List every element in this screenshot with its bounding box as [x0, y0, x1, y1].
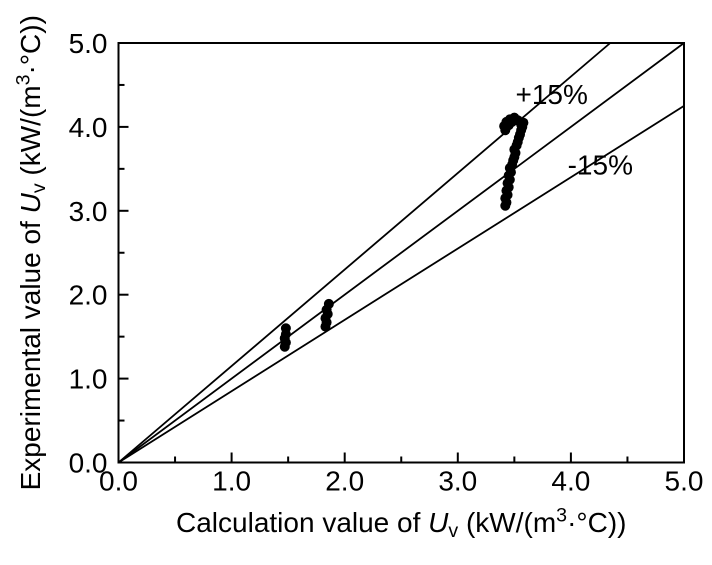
x-axis-title: Calculation value of Uv (kW/(m3·°C)) — [176, 504, 626, 542]
y-axis-tick-label: 3.0 — [69, 196, 108, 227]
y-axis-tick-label: 2.0 — [69, 280, 108, 311]
x-axis-tick-label: 2.0 — [325, 466, 364, 497]
x-axis-tick-label: 5.0 — [665, 466, 704, 497]
annotation-plus-15: +15% — [515, 79, 587, 110]
y-axis-tick-label: 5.0 — [69, 28, 108, 59]
data-point — [516, 119, 527, 130]
x-axis-tick-label: 3.0 — [438, 466, 477, 497]
reference-line-minus-15-percent — [118, 105, 685, 464]
reference-line-plus-15-percent — [117, 42, 611, 464]
data-point — [323, 298, 334, 309]
x-axis-tick-label: 1.0 — [212, 466, 251, 497]
y-axis-tick-label: 4.0 — [69, 112, 108, 143]
x-axis-tick-label: 4.0 — [551, 466, 590, 497]
y-axis-title: Experimental value of Uv (kW/(m3·°C)) — [12, 15, 50, 490]
reference-line-equality — [117, 42, 685, 464]
y-axis-tick-label: 1.0 — [69, 364, 108, 395]
x-axis-tick-label: 0.0 — [99, 466, 138, 497]
y-axis-tick-label: 0.0 — [69, 448, 108, 479]
annotation-minus-15: -15% — [568, 150, 633, 181]
plot-frame — [117, 42, 685, 464]
data-point — [280, 323, 291, 334]
